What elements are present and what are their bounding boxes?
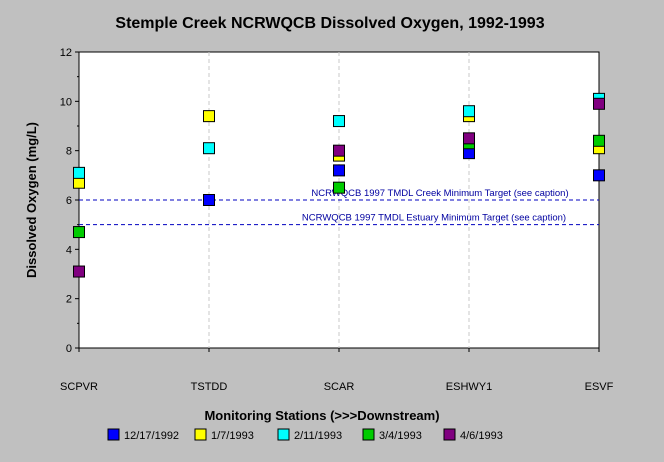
y-tick-label: 4 [66,244,72,256]
data-point [593,97,605,110]
x-tick-label: ESHWY1 [446,381,492,393]
chart-title: Stemple Creek NCRWQCB Dissolved Oxygen, … [115,15,544,32]
axes: 0 2 4 6 8 10 12 SCPVR TSTDD SCAR ESHWY1 ESVF [60,47,614,393]
y-tick-label: 6 [66,195,72,207]
x-tick-label: SCAR [324,381,355,393]
legend: 12/17/1992 1/7/1993 2/11/1993 3/4/1993 4/6/1… [107,428,503,442]
data-point [73,265,85,278]
data-point [463,132,475,145]
x-tick-label: ESVF [585,381,614,393]
y-tick-label: 0 [66,343,72,355]
reference-lines: NCRWQCB 1997 TMDL Creek Minimum Target (… [79,188,599,226]
y-tick-label: 2 [66,294,72,306]
data-point [203,110,215,123]
y-tick-label: 12 [60,47,72,59]
data-point [463,147,475,160]
legend-label: 12/17/1992 [124,430,179,442]
legend-label: 4/6/1993 [460,430,503,442]
legend-label: 2/11/1993 [294,430,342,442]
legend-swatch [277,428,290,441]
x-axis-label: Monitoring Stations (>>>Downstream) [204,408,439,423]
data-point [73,176,85,189]
data-point [333,164,345,177]
data-point [73,226,85,239]
x-tick-label: TSTDD [191,381,228,393]
legend-swatch [362,428,375,441]
data-points [73,92,605,278]
data-point [333,144,345,157]
data-point [593,134,605,147]
data-point [333,181,345,194]
legend-label: 1/7/1993 [211,430,254,442]
y-tick-label: 10 [60,96,72,108]
data-point [593,169,605,182]
reference-line-label: NCRWQCB 1997 TMDL Creek Minimum Target (… [311,188,568,199]
legend-swatch [107,428,120,441]
legend-swatch [443,428,456,441]
data-point [333,115,345,128]
legend-label: 3/4/1993 [379,430,422,442]
x-tick-label: SCPVR [60,381,98,393]
data-point [203,194,215,206]
data-point [203,142,215,155]
legend-swatch [194,428,207,441]
reference-line-label: NCRWQCB 1997 TMDL Estuary Minimum Target… [302,213,566,224]
y-axis-label: Dissolved Oxygen (mg/L) [24,122,39,278]
y-tick-label: 8 [66,146,72,158]
data-point [463,105,475,118]
data-point [73,166,85,179]
